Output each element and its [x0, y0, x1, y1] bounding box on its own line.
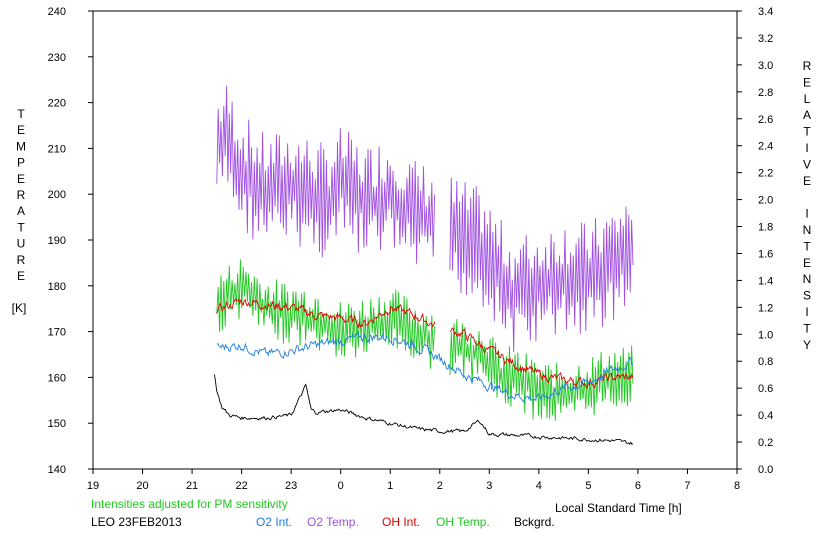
- legend-bckgrd: Bckgrd.: [514, 515, 555, 529]
- right-y-tick-label: 1.6: [758, 248, 773, 260]
- plot-frame: [92, 10, 738, 470]
- right-y-axis: 0.0 0.2 0.4 0.6 0.8 1.0 1.2 1.4 1.6 1.8 2.0 2.2 2.4 2…: [737, 6, 773, 476]
- left-axis-letter: P: [17, 156, 25, 170]
- right-y-tick-label: 1.2: [758, 302, 773, 314]
- right-axis-letter: V: [803, 157, 811, 171]
- x-tick-label: 2: [437, 480, 443, 492]
- legend-oh-temp: OH Temp.: [436, 515, 490, 529]
- right-y-tick-label: 0.6: [758, 383, 773, 395]
- right-y-tick-label: 1.0: [758, 329, 773, 341]
- left-y-tick-label: 160: [48, 372, 66, 384]
- left-axis-letter: R: [17, 253, 26, 267]
- x-tick-label: 20: [136, 480, 148, 492]
- x-tick-label: 6: [635, 480, 641, 492]
- sensitivity-note: Intensities adjusted for PM sensitivity: [91, 497, 288, 511]
- right-y-tick-label: 0.0: [758, 464, 773, 476]
- left-axis-letter: T: [17, 220, 25, 234]
- right-y-tick-label: 0.8: [758, 356, 773, 368]
- left-axis-letter: R: [17, 188, 26, 202]
- left-axis-letter: E: [17, 269, 25, 283]
- right-axis-letter: N: [803, 223, 812, 237]
- right-axis-letter: S: [803, 289, 811, 303]
- left-y-tick-label: 170: [48, 327, 66, 339]
- x-axis-label: Local Standard Time [h]: [555, 501, 682, 515]
- left-axis-letter: T: [17, 107, 25, 121]
- left-axis-letter: E: [17, 123, 25, 137]
- left-axis-letter: M: [16, 139, 26, 153]
- right-y-tick-label: 1.4: [758, 275, 773, 287]
- left-y-tick-label: 200: [48, 189, 66, 201]
- x-axis: 19 20 21 22 23 0 1 2 3 4 5 6 7 8: [87, 469, 740, 492]
- right-y-tick-label: 3.0: [758, 60, 773, 72]
- right-axis-letter: E: [803, 75, 811, 89]
- right-y-tick-label: 2.6: [758, 114, 773, 126]
- left-y-tick-label: 220: [48, 98, 66, 110]
- x-tick-label: 5: [585, 480, 591, 492]
- x-tick-label: 19: [87, 480, 99, 492]
- right-axis-letter: E: [803, 256, 811, 270]
- right-axis-letter: N: [803, 272, 812, 286]
- series-line: [216, 298, 634, 390]
- left-y-tick-label: 150: [48, 418, 66, 430]
- right-y-tick-label: 1.8: [758, 222, 773, 234]
- series-line: [216, 259, 634, 421]
- right-axis-letter: L: [804, 92, 811, 106]
- right-axis-letter: T: [803, 125, 811, 139]
- right-axis-letter: T: [803, 239, 811, 253]
- right-axis-letter: I: [805, 141, 808, 155]
- x-tick-label: 7: [684, 480, 690, 492]
- x-tick-label: 4: [536, 480, 542, 492]
- x-tick-label: 8: [734, 480, 740, 492]
- x-tick-label: 1: [387, 480, 393, 492]
- right-axis-letter: I: [805, 305, 808, 319]
- legend-oh-int: OH Int.: [382, 515, 420, 529]
- left-y-tick-label: 140: [48, 464, 66, 476]
- right-y-tick-label: 3.2: [758, 33, 773, 45]
- legend-o2-int: O2 Int.: [256, 515, 292, 529]
- right-y-tick-label: 2.8: [758, 87, 773, 99]
- right-y-tick-label: 0.2: [758, 437, 773, 449]
- x-tick-label: 21: [186, 480, 198, 492]
- right-axis-letter: R: [803, 59, 812, 73]
- left-y-tick-label: 230: [48, 52, 66, 64]
- legend-o2-temp: O2 Temp.: [307, 515, 359, 529]
- left-y-tick-label: 190: [48, 235, 66, 247]
- right-y-tick-label: 2.0: [758, 195, 773, 207]
- x-tick-label: 23: [285, 480, 297, 492]
- right-y-tick-label: 3.4: [758, 6, 773, 18]
- series-line: [213, 374, 634, 445]
- x-tick-label: 22: [235, 480, 247, 492]
- left-axis-letter: A: [17, 204, 25, 218]
- left-axis-letter: U: [17, 237, 26, 251]
- x-tick-label: 3: [486, 480, 492, 492]
- left-axis-letter: E: [17, 172, 25, 186]
- right-y-tick-label: 2.4: [758, 141, 773, 153]
- left-y-axis: 140 150 160 170 180 190 200 210 220 230 240: [48, 6, 93, 476]
- series-line: [216, 330, 634, 403]
- left-y-tick-label: 210: [48, 143, 66, 155]
- data-traces: [213, 85, 634, 445]
- left-y-tick-label: 180: [48, 281, 66, 293]
- right-axis-letter: I: [805, 207, 808, 221]
- station-date: LEO 23FEB2013: [91, 515, 182, 529]
- x-tick-label: 0: [338, 480, 344, 492]
- right-axis-letter: T: [803, 321, 811, 335]
- right-y-tick-label: 0.4: [758, 410, 773, 422]
- left-y-tick-label: 240: [48, 6, 66, 18]
- left-axis-unit: [K]: [12, 301, 27, 315]
- right-axis-letter: E: [803, 174, 811, 188]
- right-axis-letter: Y: [803, 338, 811, 352]
- right-y-tick-label: 2.2: [758, 168, 773, 180]
- right-axis-letter: A: [803, 108, 811, 122]
- series-line: [216, 85, 634, 353]
